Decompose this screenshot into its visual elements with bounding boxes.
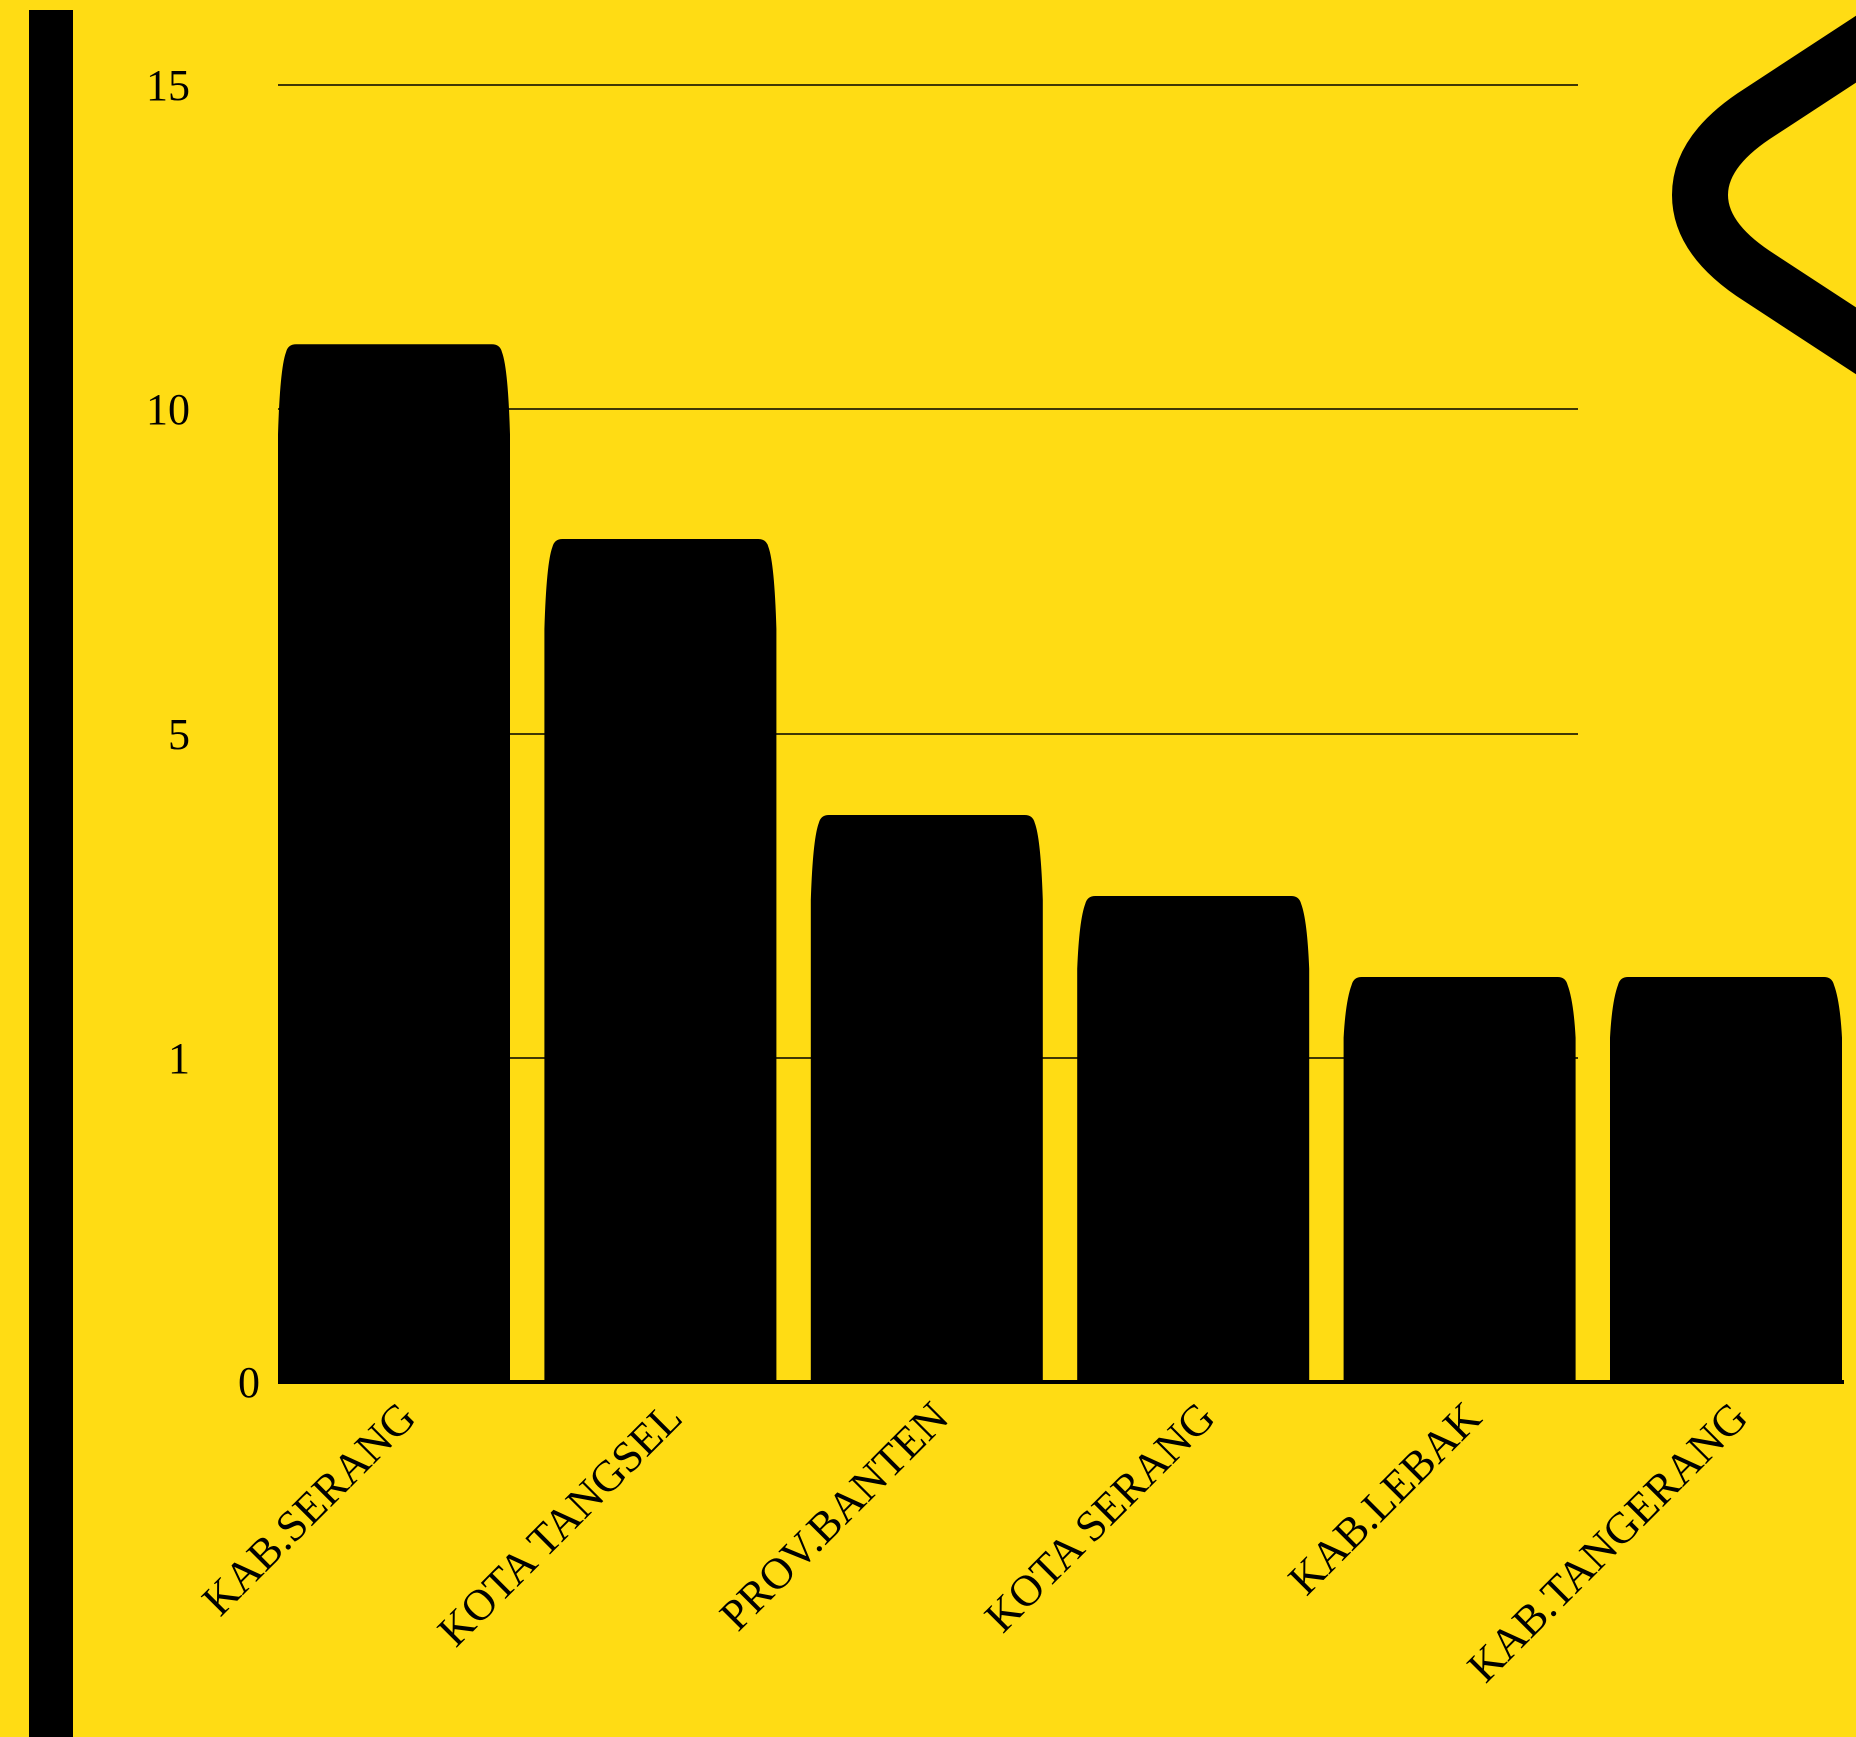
x-category-label: KAB.LEBAK	[1279, 1392, 1491, 1604]
y-tick-label: 10	[146, 385, 190, 434]
bar-kab-tangerang	[1610, 977, 1842, 1382]
bars	[278, 344, 1842, 1383]
bar-prov-banten	[810, 815, 1043, 1382]
bar-kab-lebak	[1343, 977, 1576, 1382]
bar-kota-serang	[1077, 896, 1310, 1382]
x-axis-labels: KAB.SERANG KOTA TANGSEL PROV.BANTEN KOTA SE…	[192, 1392, 1757, 1691]
bar-kota-tangsel	[544, 539, 777, 1382]
x-category-label: KAB.TANGERANG	[1458, 1392, 1757, 1691]
left-accent-bar	[29, 10, 73, 1737]
y-tick-label: 0	[238, 1358, 260, 1407]
y-tick-label: 1	[168, 1034, 190, 1083]
x-category-label: KOTA SERANG	[975, 1392, 1224, 1641]
y-tick-label: 15	[146, 61, 190, 110]
chevron-left-icon	[1672, 15, 1856, 375]
gridlines	[278, 84, 1844, 1384]
x-category-label: PROV.BANTEN	[710, 1392, 958, 1640]
x-category-label: KAB.SERANG	[192, 1392, 425, 1625]
y-tick-label: 5	[168, 710, 190, 759]
x-category-label: KOTA TANGSEL	[428, 1392, 691, 1655]
bar-kab-serang	[278, 344, 510, 1383]
